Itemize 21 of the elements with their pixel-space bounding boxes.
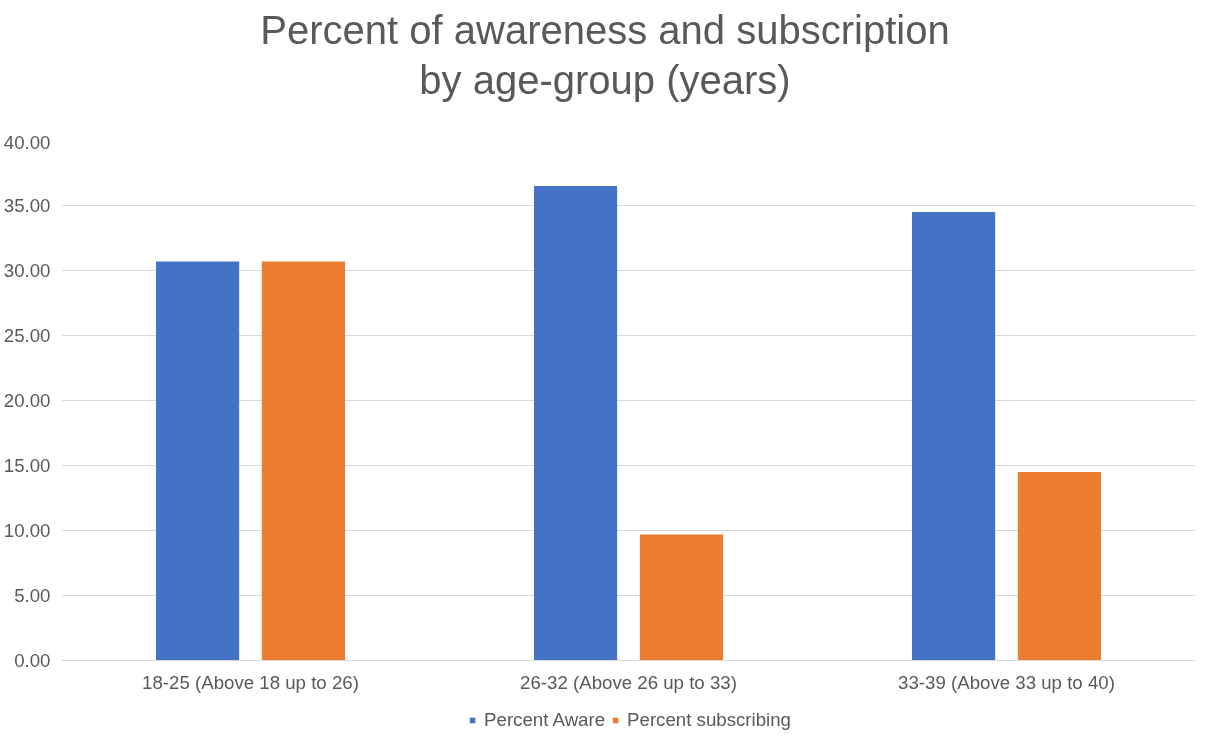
bar [261, 261, 345, 661]
legend-label: Percent Aware [484, 709, 606, 731]
bar [1017, 472, 1101, 661]
y-tick-label: 30.00 [3, 260, 51, 281]
legend-label: Percent subscribing [627, 709, 791, 731]
y-tick-label: 25.00 [3, 325, 51, 346]
y-tick-label: 0.00 [14, 650, 51, 671]
chart-title: Percent of awareness and subscription by age-group (years) [259, 7, 951, 104]
bar [639, 534, 723, 661]
y-tick-label: 15.00 [3, 455, 51, 476]
y-tick-label: 35.00 [3, 195, 51, 216]
y-tick-label: 20.00 [3, 390, 51, 411]
y-tick-label: 10.00 [3, 520, 51, 541]
bar [156, 261, 240, 661]
y-tick-label: 5.00 [14, 585, 51, 606]
x-tick-label: 26-32 (Above 26 up to 33) [520, 671, 737, 693]
bar [912, 212, 996, 661]
bar [534, 186, 618, 661]
x-tick-label: 18-25 (Above 18 up to 26) [142, 671, 359, 693]
y-tick-label: 40.00 [3, 131, 51, 153]
x-tick-label: 33-39 (Above 33 up to 40) [898, 671, 1115, 693]
